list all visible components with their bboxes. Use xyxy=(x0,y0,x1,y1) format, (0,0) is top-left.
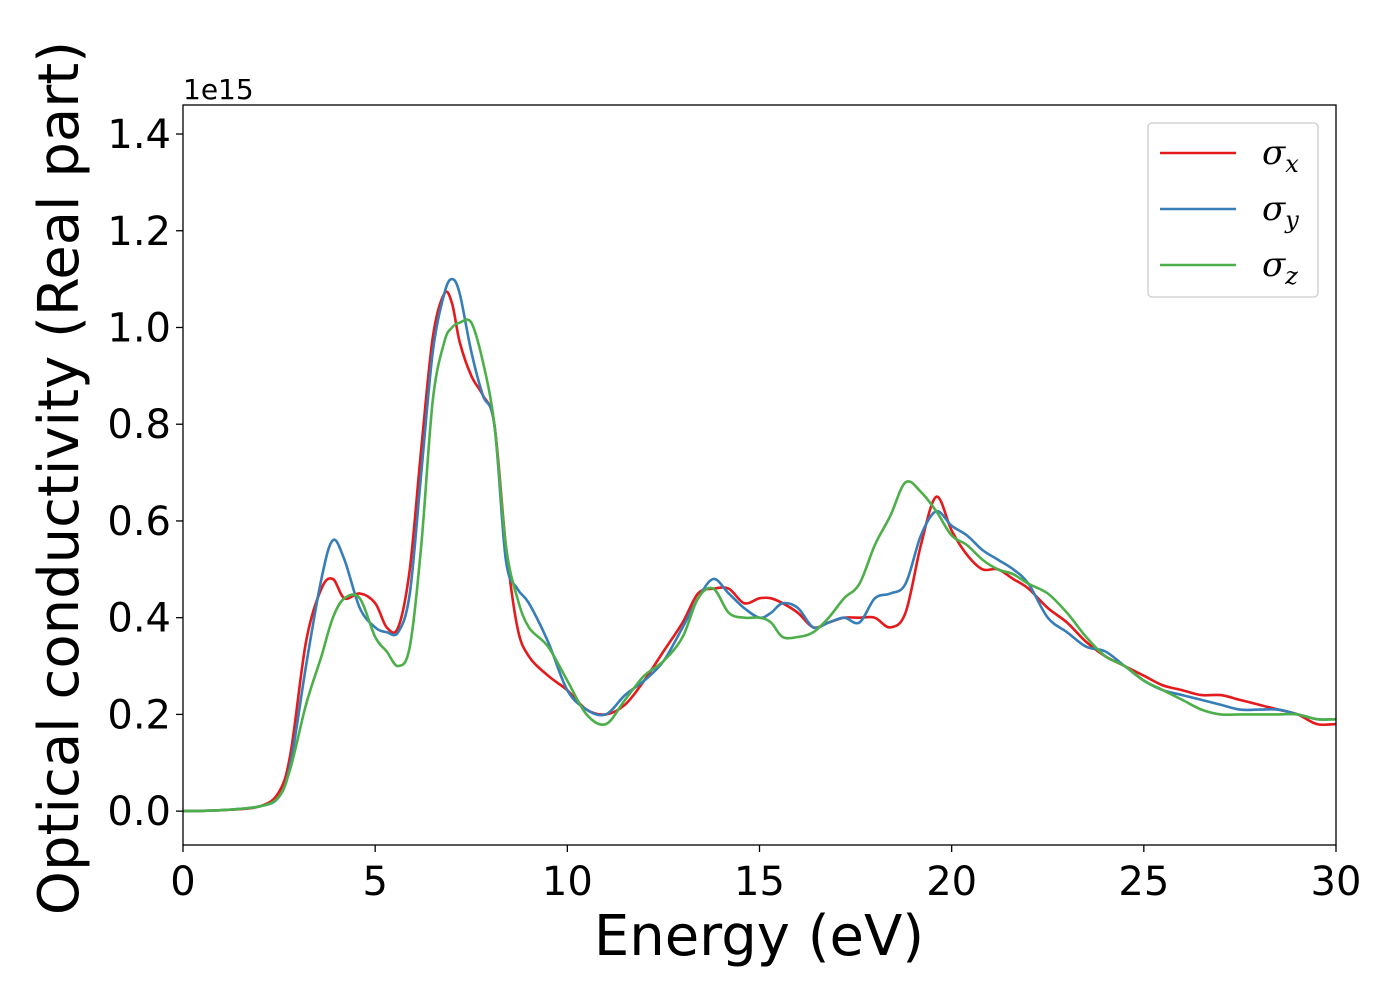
series-line-y xyxy=(183,277,1336,813)
y-axis-title: Optical conductivity (Real part) xyxy=(27,41,92,915)
series-line-x xyxy=(183,290,1336,813)
y-tick-label: 0.4 xyxy=(107,596,171,642)
x-tick-label: 0 xyxy=(170,859,195,905)
y-tick-label: 0.0 xyxy=(107,789,171,835)
y-offset-label: 1e15 xyxy=(183,73,254,106)
legend-label-x: σx xyxy=(1262,133,1299,178)
series-layer xyxy=(183,277,1336,813)
legend: σx σy σz xyxy=(1147,122,1319,298)
x-tick-label: 10 xyxy=(542,859,593,905)
y-tick-label: 1.4 xyxy=(107,112,171,158)
y-tick-label: 0.8 xyxy=(107,402,171,448)
x-axis-title: Energy (eV) xyxy=(594,904,924,969)
x-tick-label: 30 xyxy=(1311,859,1362,905)
x-axis: 0 5 10 15 20 25 30 xyxy=(170,845,1361,905)
legend-label-y: σy xyxy=(1262,189,1299,234)
y-tick-label: 1.2 xyxy=(107,209,171,255)
series-line-z xyxy=(183,318,1336,813)
x-tick-label: 20 xyxy=(926,859,977,905)
x-tick-label: 5 xyxy=(362,859,387,905)
y-axis: 0.0 0.2 0.4 0.6 0.8 1.0 1.2 1.4 xyxy=(107,112,183,835)
y-tick-label: 0.2 xyxy=(107,692,171,738)
y-tick-label: 1.0 xyxy=(107,305,171,351)
x-tick-label: 15 xyxy=(734,859,785,905)
y-tick-label: 0.6 xyxy=(107,499,171,545)
legend-label-z: σz xyxy=(1262,245,1298,290)
x-tick-label: 25 xyxy=(1118,859,1169,905)
